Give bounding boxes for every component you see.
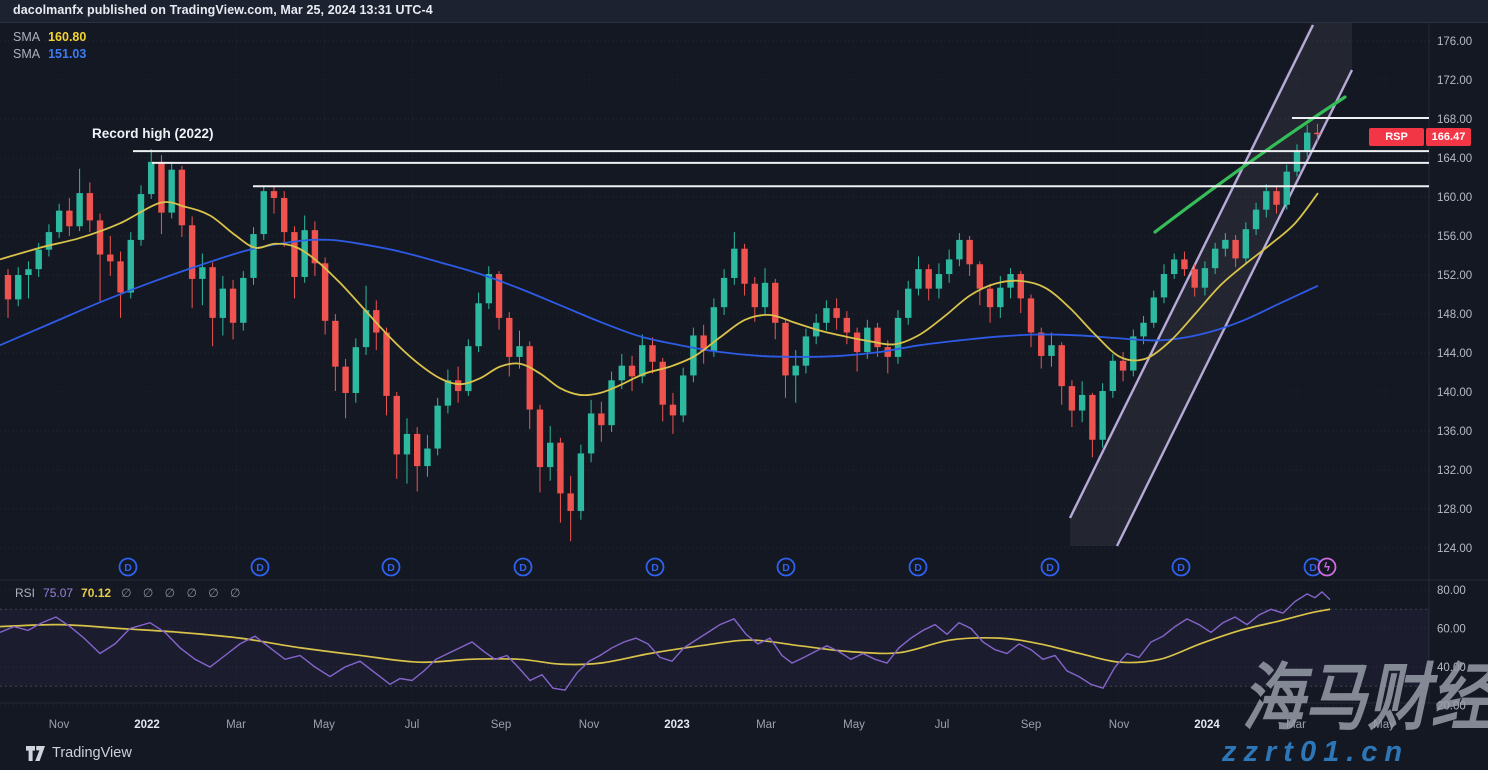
- svg-text:D: D: [256, 562, 264, 574]
- svg-text:Nov: Nov: [49, 719, 70, 731]
- sma-fast-value: 160.80: [48, 30, 87, 44]
- dividend-d-icon[interactable]: [118, 557, 138, 577]
- svg-text:2022: 2022: [134, 719, 160, 731]
- svg-text:136.00: 136.00: [1437, 426, 1472, 438]
- watermark-title: 海马财经: [1242, 658, 1488, 739]
- rsi-legend[interactable]: RSI 75.07 70.12 ∅ ∅ ∅ ∅ ∅ ∅: [15, 586, 244, 600]
- svg-text:Jul: Jul: [935, 719, 950, 731]
- tradingview-brand-text: TradingView: [52, 745, 132, 761]
- svg-text:172.00: 172.00: [1437, 75, 1472, 87]
- svg-text:D: D: [651, 562, 659, 574]
- svg-text:Mar: Mar: [756, 719, 776, 731]
- sma-fast-line: [0, 192, 1319, 397]
- svg-text:Nov: Nov: [579, 719, 600, 731]
- rsi-ma-line: [0, 608, 1331, 666]
- svg-text:Sep: Sep: [491, 719, 511, 731]
- rsi-label: RSI: [15, 586, 36, 600]
- svg-text:ϟ: ϟ: [1324, 562, 1330, 574]
- svg-text:80.00: 80.00: [1437, 585, 1466, 597]
- candlesticks: [4, 123, 1321, 542]
- rsi-ma-value: 70.12: [81, 586, 112, 600]
- svg-text:Mar: Mar: [1286, 719, 1306, 731]
- dividend-d-icon[interactable]: [513, 557, 533, 577]
- svg-text:152.00: 152.00: [1437, 270, 1472, 282]
- sma-slow-value: 151.03: [48, 47, 87, 61]
- last-price-value: 166.47: [1426, 128, 1471, 146]
- svg-text:D: D: [914, 562, 922, 574]
- svg-text:40.00: 40.00: [1437, 662, 1466, 674]
- svg-text:D: D: [1046, 562, 1054, 574]
- dividend-d-icon[interactable]: [250, 557, 270, 577]
- svg-text:132.00: 132.00: [1437, 465, 1472, 477]
- svg-text:60.00: 60.00: [1437, 624, 1466, 636]
- svg-text:Jul: Jul: [405, 719, 420, 731]
- svg-text:Sep: Sep: [1021, 719, 1041, 731]
- svg-text:124.00: 124.00: [1437, 543, 1472, 555]
- svg-text:D: D: [1309, 562, 1317, 574]
- svg-text:20.00: 20.00: [1437, 701, 1466, 713]
- svg-text:D: D: [519, 562, 527, 574]
- svg-text:168.00: 168.00: [1437, 114, 1472, 126]
- svg-text:140.00: 140.00: [1437, 387, 1472, 399]
- svg-text:164.00: 164.00: [1437, 153, 1472, 165]
- sma-slow-label: SMA: [13, 47, 41, 61]
- horizontal-level-lines: [133, 117, 1429, 188]
- tradingview-logo-icon: [26, 745, 45, 761]
- publish-header-bar: dacolmanfx published on TradingView.com,…: [0, 0, 1488, 23]
- svg-text:D: D: [1177, 562, 1185, 574]
- dividend-d-icon[interactable]: [1171, 557, 1191, 577]
- svg-text:128.00: 128.00: [1437, 504, 1472, 516]
- watermark-url: zzrt01.cn: [1222, 736, 1410, 768]
- sma-slow-legend[interactable]: SMA 151.03: [13, 47, 86, 61]
- svg-text:156.00: 156.00: [1437, 231, 1472, 243]
- svg-text:Nov: Nov: [1109, 719, 1130, 731]
- time-axis-labels[interactable]: Nov 2022 Mar May Jul Sep Nov 2023 Mar May Jul Sep No…: [49, 719, 1395, 731]
- svg-text:2024: 2024: [1194, 719, 1220, 731]
- svg-text:144.00: 144.00: [1437, 348, 1472, 360]
- svg-text:D: D: [387, 562, 395, 574]
- rsi-value: 75.07: [43, 586, 74, 600]
- record-high-annotation: Record high (2022): [92, 126, 214, 141]
- rsi-line: [0, 590, 1331, 691]
- svg-text:148.00: 148.00: [1437, 309, 1472, 321]
- symbol-badge: RSP: [1369, 128, 1424, 146]
- dividend-d-icon[interactable]: [381, 557, 401, 577]
- price-axis-labels[interactable]: 176.00 172.00 168.00 164.00 160.00 156.00 152.…: [1437, 36, 1472, 713]
- sma-lines: [0, 192, 1319, 397]
- sma-fast-legend[interactable]: SMA 160.80: [13, 30, 86, 44]
- dividend-d-icon[interactable]: [908, 557, 928, 577]
- rsi-lines: [0, 590, 1331, 691]
- channel-upper-line: [1115, 69, 1354, 547]
- svg-text:Mar: Mar: [226, 719, 246, 731]
- publish-header-text: dacolmanfx published on TradingView.com,…: [13, 3, 433, 17]
- dividend-d-icon[interactable]: [776, 557, 796, 577]
- last-price-badge: RSP 166.47: [1369, 128, 1471, 146]
- lightning-event-icon[interactable]: [1317, 557, 1337, 577]
- svg-text:May: May: [843, 719, 865, 731]
- tradingview-attribution[interactable]: TradingView: [26, 745, 132, 761]
- dividend-d-icon[interactable]: [1040, 557, 1060, 577]
- sma-fast-label: SMA: [13, 30, 41, 44]
- dividend-d-icon[interactable]: [645, 557, 665, 577]
- green-trend-line: [1153, 95, 1347, 234]
- svg-text:May: May: [313, 719, 335, 731]
- svg-text:D: D: [782, 562, 790, 574]
- svg-text:160.00: 160.00: [1437, 192, 1472, 204]
- svg-text:176.00: 176.00: [1437, 36, 1472, 48]
- rsi-empty-set-icons: ∅ ∅ ∅ ∅ ∅ ∅: [121, 586, 245, 600]
- svg-text:D: D: [124, 562, 132, 574]
- svg-text:2023: 2023: [664, 719, 690, 731]
- svg-text:May: May: [1373, 719, 1395, 731]
